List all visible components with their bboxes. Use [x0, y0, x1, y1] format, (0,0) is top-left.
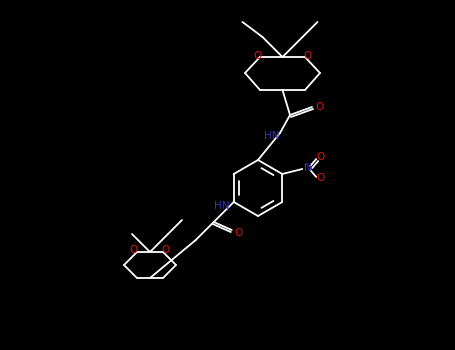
Text: O: O	[253, 51, 261, 61]
Text: O: O	[315, 102, 323, 112]
Text: O: O	[130, 245, 138, 255]
Text: O: O	[235, 228, 243, 238]
Text: HN: HN	[214, 201, 229, 211]
Text: O: O	[304, 51, 312, 61]
Text: N: N	[304, 163, 312, 173]
Text: O: O	[162, 245, 170, 255]
Text: O: O	[316, 152, 324, 162]
Text: HN: HN	[264, 131, 280, 141]
Text: O: O	[316, 173, 324, 183]
